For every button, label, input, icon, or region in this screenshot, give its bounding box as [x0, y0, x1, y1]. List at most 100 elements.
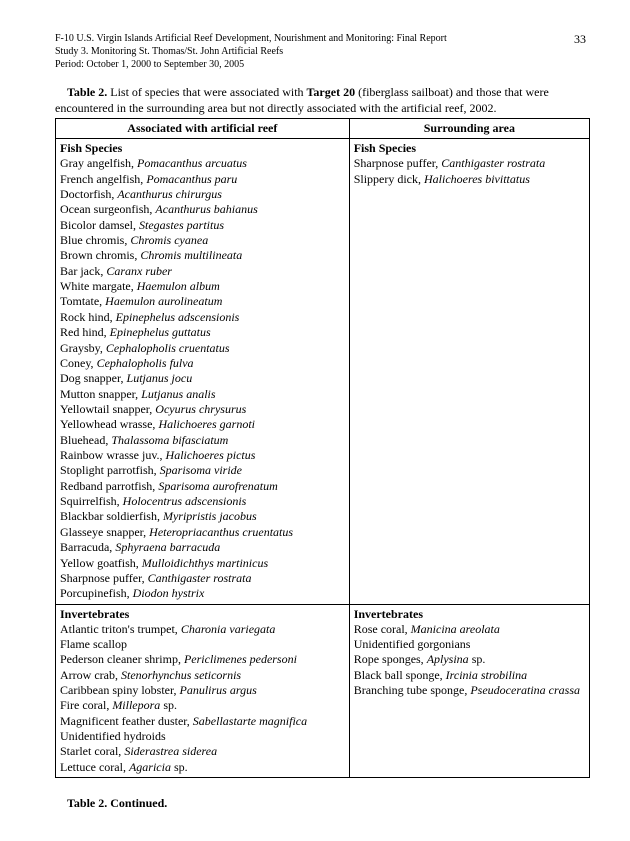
scientific-name: Ocyurus chrysurus [155, 402, 246, 416]
species-entry: Blue chromis, Chromis cyanea [60, 233, 345, 248]
species-entry: Red hind, Epinephelus guttatus [60, 325, 345, 340]
species-entry: Tomtate, Haemulon aurolineatum [60, 294, 345, 309]
cell-reef-invert: Invertebrates Atlantic triton's trumpet,… [56, 604, 350, 778]
scientific-name: Agaricia [129, 760, 174, 774]
scientific-name: Lutjanus jocu [127, 371, 193, 385]
species-entry: Black ball sponge, Ircinia strobilina [354, 668, 585, 683]
scientific-name: Canthigaster rostrata [148, 571, 252, 585]
species-entry: Unidentified gorgonians [354, 637, 585, 652]
table-header-row: Associated with artificial reef Surround… [56, 119, 590, 139]
scientific-name: Acanthurus bahianus [155, 202, 257, 216]
scientific-name: Pomacanthus paru [146, 172, 237, 186]
scientific-name: Siderastrea siderea [124, 744, 217, 758]
common-name: Ocean surgeonfish, [60, 202, 155, 216]
common-name: Porcupinefish, [60, 586, 133, 600]
species-entry: Porcupinefish, Diodon hystrix [60, 586, 345, 601]
scientific-name: Canthigaster rostrata [441, 156, 545, 170]
common-name: Barracuda, [60, 540, 115, 554]
scientific-name: Millepora [112, 698, 163, 712]
common-name: Sharpnose puffer, [354, 156, 442, 170]
scientific-name: Panulirus argus [180, 683, 257, 697]
species-entry: Bicolor damsel, Stegastes partitus [60, 218, 345, 233]
common-name: Unidentified hydroids [60, 729, 166, 743]
reef-invert-list: Atlantic triton's trumpet, Charonia vari… [60, 622, 345, 776]
trailing-text: sp. [174, 760, 188, 774]
species-entry: Magnificent feather duster, Sabellastart… [60, 714, 345, 729]
header-row: F-10 U.S. Virgin Islands Artificial Reef… [55, 32, 590, 71]
scientific-name: Myripristis jacobus [163, 509, 257, 523]
species-entry: Yellow goatfish, Mulloidichthys martinic… [60, 556, 345, 571]
species-entry: Rose coral, Manicina areolata [354, 622, 585, 637]
page-number: 33 [574, 32, 590, 47]
common-name: Graysby, [60, 341, 106, 355]
scientific-name: Charonia variegata [181, 622, 276, 636]
common-name: Sharpnose puffer, [60, 571, 148, 585]
common-name: Blue chromis, [60, 233, 130, 247]
cell-surround-invert: Invertebrates Rose coral, Manicina areol… [349, 604, 589, 778]
fish-species-label: Fish Species [60, 141, 345, 156]
common-name: Atlantic triton's trumpet, [60, 622, 181, 636]
scientific-name: Haemulon aurolineatum [105, 294, 222, 308]
common-name: Doctorfish, [60, 187, 117, 201]
report-header: F-10 U.S. Virgin Islands Artificial Reef… [55, 32, 447, 71]
common-name: Lettuce coral, [60, 760, 129, 774]
species-entry: Bluehead, Thalassoma bifasciatum [60, 433, 345, 448]
invert-section-row: Invertebrates Atlantic triton's trumpet,… [56, 604, 590, 778]
species-entry: Rainbow wrasse juv., Halichoeres pictus [60, 448, 345, 463]
common-name: Brown chromis, [60, 248, 140, 262]
species-entry: Unidentified hydroids [60, 729, 345, 744]
trailing-text: sp. [472, 652, 486, 666]
common-name: Arrow crab, [60, 668, 121, 682]
common-name: Yellowtail snapper, [60, 402, 155, 416]
species-entry: Gray angelfish, Pomacanthus arcuatus [60, 156, 345, 171]
scientific-name: Diodon hystrix [133, 586, 205, 600]
common-name: Branching tube sponge, [354, 683, 471, 697]
common-name: Fire coral, [60, 698, 112, 712]
common-name: Rock hind, [60, 310, 116, 324]
common-name: Tomtate, [60, 294, 105, 308]
scientific-name: Halichoeres pictus [166, 448, 256, 462]
scientific-name: Chromis cyanea [130, 233, 208, 247]
species-entry: Atlantic triton's trumpet, Charonia vari… [60, 622, 345, 637]
common-name: Starlet coral, [60, 744, 124, 758]
scientific-name: Epinephelus adscensionis [116, 310, 240, 324]
common-name: Black ball sponge, [354, 668, 446, 682]
species-table: Associated with artificial reef Surround… [55, 118, 590, 778]
scientific-name: Sparisoma aurofrenatum [158, 479, 277, 493]
caption-label: Table 2. [67, 85, 107, 99]
surround-invert-list: Rose coral, Manicina areolataUnidentifie… [354, 622, 585, 699]
scientific-name: Halichoeres bivittatus [424, 172, 530, 186]
species-entry: Stoplight parrotfish, Sparisoma viride [60, 463, 345, 478]
caption-target: Target 20 [307, 85, 356, 99]
species-entry: Brown chromis, Chromis multilineata [60, 248, 345, 263]
species-entry: Barracuda, Sphyraena barracuda [60, 540, 345, 555]
reef-fish-list: Gray angelfish, Pomacanthus arcuatusFren… [60, 156, 345, 601]
species-entry: Dog snapper, Lutjanus jocu [60, 371, 345, 386]
scientific-name: Cephalopholis fulva [97, 356, 194, 370]
common-name: Flame scallop [60, 637, 127, 651]
species-entry: French angelfish, Pomacanthus paru [60, 172, 345, 187]
scientific-name: Acanthurus chirurgus [117, 187, 222, 201]
scientific-name: Chromis multilineata [140, 248, 242, 262]
common-name: Glasseye snapper, [60, 525, 149, 539]
scientific-name: Mulloidichthys martinicus [142, 556, 268, 570]
trailing-text: sp. [163, 698, 177, 712]
scientific-name: Epinephelus guttatus [110, 325, 211, 339]
species-entry: Starlet coral, Siderastrea siderea [60, 744, 345, 759]
scientific-name: Halichoeres garnoti [158, 417, 255, 431]
species-entry: Redband parrotfish, Sparisoma aurofrenat… [60, 479, 345, 494]
common-name: Pederson cleaner shrimp, [60, 652, 184, 666]
common-name: Magnificent feather duster, [60, 714, 193, 728]
header-line-1: F-10 U.S. Virgin Islands Artificial Reef… [55, 32, 447, 45]
invert-label: Invertebrates [354, 607, 585, 622]
common-name: Rose coral, [354, 622, 411, 636]
header-line-3: Period: October 1, 2000 to September 30,… [55, 58, 447, 71]
species-entry: Rock hind, Epinephelus adscensionis [60, 310, 345, 325]
scientific-name: Sabellastarte magnifica [193, 714, 307, 728]
scientific-name: Stegastes partitus [139, 218, 224, 232]
scientific-name: Aplysina [427, 652, 472, 666]
common-name: Gray angelfish, [60, 156, 137, 170]
species-entry: Graysby, Cephalopholis cruentatus [60, 341, 345, 356]
species-entry: Sharpnose puffer, Canthigaster rostrata [60, 571, 345, 586]
species-entry: Yellowhead wrasse, Halichoeres garnoti [60, 417, 345, 432]
